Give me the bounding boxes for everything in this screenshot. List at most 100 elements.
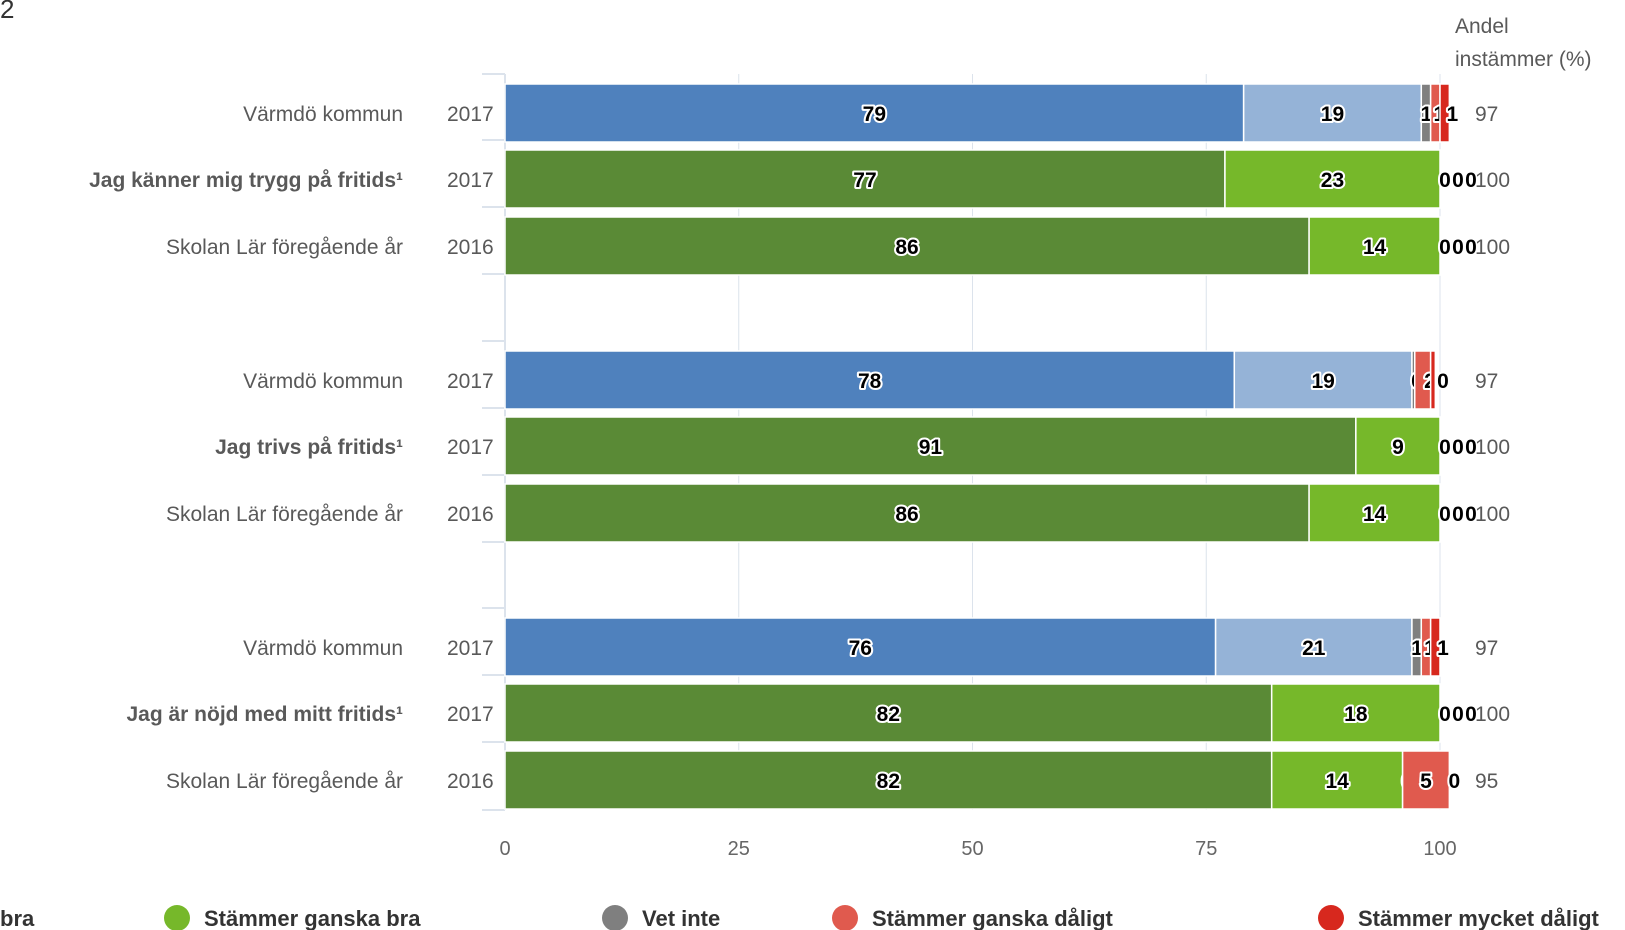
row-year: 2016 xyxy=(447,503,494,526)
bar-segment xyxy=(504,483,1310,543)
data-label: 77 xyxy=(853,169,876,192)
row-year: 2017 xyxy=(447,370,494,393)
bar-segment xyxy=(1429,350,1437,410)
data-label: 0 xyxy=(1439,169,1451,192)
andel-value: 100 xyxy=(1475,503,1510,526)
legend-marker xyxy=(1318,905,1344,930)
data-label: 0 xyxy=(1452,703,1464,726)
andel-value: 97 xyxy=(1475,637,1498,660)
row-label: Skolan Lär föregående år xyxy=(166,236,403,259)
bar-segment xyxy=(504,750,1273,810)
andel-header-line1: Andel xyxy=(1455,15,1509,38)
bar-segment xyxy=(504,683,1273,743)
data-label: 14 xyxy=(1363,503,1387,526)
data-label: 14 xyxy=(1363,236,1387,259)
data-label: 0 xyxy=(1465,236,1477,259)
row-label: Jag trivs på fritids¹ xyxy=(215,436,403,459)
legend-label: Vet inte xyxy=(642,906,720,930)
data-label: 82 xyxy=(877,770,900,793)
bar-segment xyxy=(504,216,1310,276)
bar-segment xyxy=(1270,750,1404,810)
andel-value: 95 xyxy=(1475,770,1498,793)
row-label: Skolan Lär föregående år xyxy=(166,770,403,793)
data-label: 86 xyxy=(895,236,918,259)
data-label: 0 xyxy=(1439,436,1451,459)
andel-value: 100 xyxy=(1475,436,1510,459)
bar-segment xyxy=(1308,216,1441,276)
bars: 7919111772300086140007819020919000861400… xyxy=(504,83,1479,810)
bar-segment xyxy=(1270,683,1441,743)
data-label: 1 xyxy=(1437,637,1449,660)
row-year: 2017 xyxy=(447,637,494,660)
legend-label: Stämmer ganska dåligt xyxy=(872,906,1114,930)
data-label: 0 xyxy=(1437,370,1449,393)
row-label: Värmdö kommun xyxy=(243,370,403,393)
bar-segment xyxy=(1233,350,1413,410)
row-label: Jag är nöjd med mitt fritids¹ xyxy=(126,703,403,726)
x-tick-label: 25 xyxy=(728,838,750,860)
row-label: Värmdö kommun xyxy=(243,637,403,660)
data-label: 0 xyxy=(1452,503,1464,526)
x-tick-label: 50 xyxy=(961,838,983,860)
data-label: 1 xyxy=(1446,103,1458,126)
legend-marker xyxy=(164,905,190,930)
data-label: 82 xyxy=(877,703,900,726)
data-label: 19 xyxy=(1311,370,1334,393)
andel-value: 97 xyxy=(1475,103,1498,126)
data-label: 0 xyxy=(1465,703,1477,726)
bar-segment xyxy=(504,617,1217,677)
data-label: 0 xyxy=(1449,770,1461,793)
x-axis: 0 25 50 75 100 xyxy=(499,838,1456,860)
bar-segment xyxy=(1439,83,1451,143)
row-label: Värmdö kommun xyxy=(243,103,403,126)
row-labels: Värmdö kommun 2017 97 Jag känner mig trygg … xyxy=(89,103,1510,793)
row-year: 2016 xyxy=(447,770,494,793)
x-tick-label: 100 xyxy=(1423,838,1456,860)
bar-segment xyxy=(1355,416,1441,476)
page-number: 2 xyxy=(0,0,15,24)
data-label: 18 xyxy=(1344,703,1368,726)
row-year: 2017 xyxy=(447,703,494,726)
data-label: 19 xyxy=(1321,103,1344,126)
row-year: 2017 xyxy=(447,169,494,192)
bar-segment xyxy=(1401,750,1451,810)
data-label: 0 xyxy=(1465,503,1477,526)
row-year: 2017 xyxy=(447,436,494,459)
data-label: 91 xyxy=(919,436,943,459)
data-label: 5 xyxy=(1420,770,1432,793)
x-tick-label: 0 xyxy=(499,838,510,860)
data-label: 78 xyxy=(858,370,882,393)
legend-label: bra xyxy=(0,906,35,930)
data-label: 21 xyxy=(1302,637,1326,660)
data-label: 14 xyxy=(1325,770,1349,793)
legend-marker xyxy=(832,905,858,930)
andel-value: 100 xyxy=(1475,236,1510,259)
andel-value: 100 xyxy=(1475,703,1510,726)
andel-header-line2: instämmer (%) xyxy=(1455,48,1592,71)
legend-label: Stämmer ganska bra xyxy=(204,906,421,930)
bar-segment xyxy=(1224,149,1441,209)
data-label: 0 xyxy=(1439,503,1451,526)
bar-segment xyxy=(1242,83,1423,143)
legend: bra Stämmer ganska bra Vet inte Stämmer gan… xyxy=(0,905,1600,930)
legend-marker xyxy=(602,905,628,930)
data-label: 0 xyxy=(1465,436,1477,459)
andel-value: 97 xyxy=(1475,370,1498,393)
bar-segment xyxy=(504,416,1357,476)
row-label: Skolan Lär föregående år xyxy=(166,503,403,526)
bar-segment xyxy=(1214,617,1413,677)
row-year: 2016 xyxy=(447,236,494,259)
data-label: 0 xyxy=(1452,436,1464,459)
bar-segment xyxy=(1429,617,1441,677)
bar-segment xyxy=(504,149,1226,209)
data-label: 23 xyxy=(1321,169,1344,192)
bar-segment xyxy=(1308,483,1441,543)
data-label: 9 xyxy=(1392,436,1404,459)
data-label: 79 xyxy=(863,103,886,126)
data-label: 0 xyxy=(1439,236,1451,259)
legend-label: Stämmer mycket dåligt xyxy=(1358,906,1600,930)
row-year: 2017 xyxy=(447,103,494,126)
andel-value: 100 xyxy=(1475,169,1510,192)
row-label: Jag känner mig trygg på fritids¹ xyxy=(89,169,403,192)
